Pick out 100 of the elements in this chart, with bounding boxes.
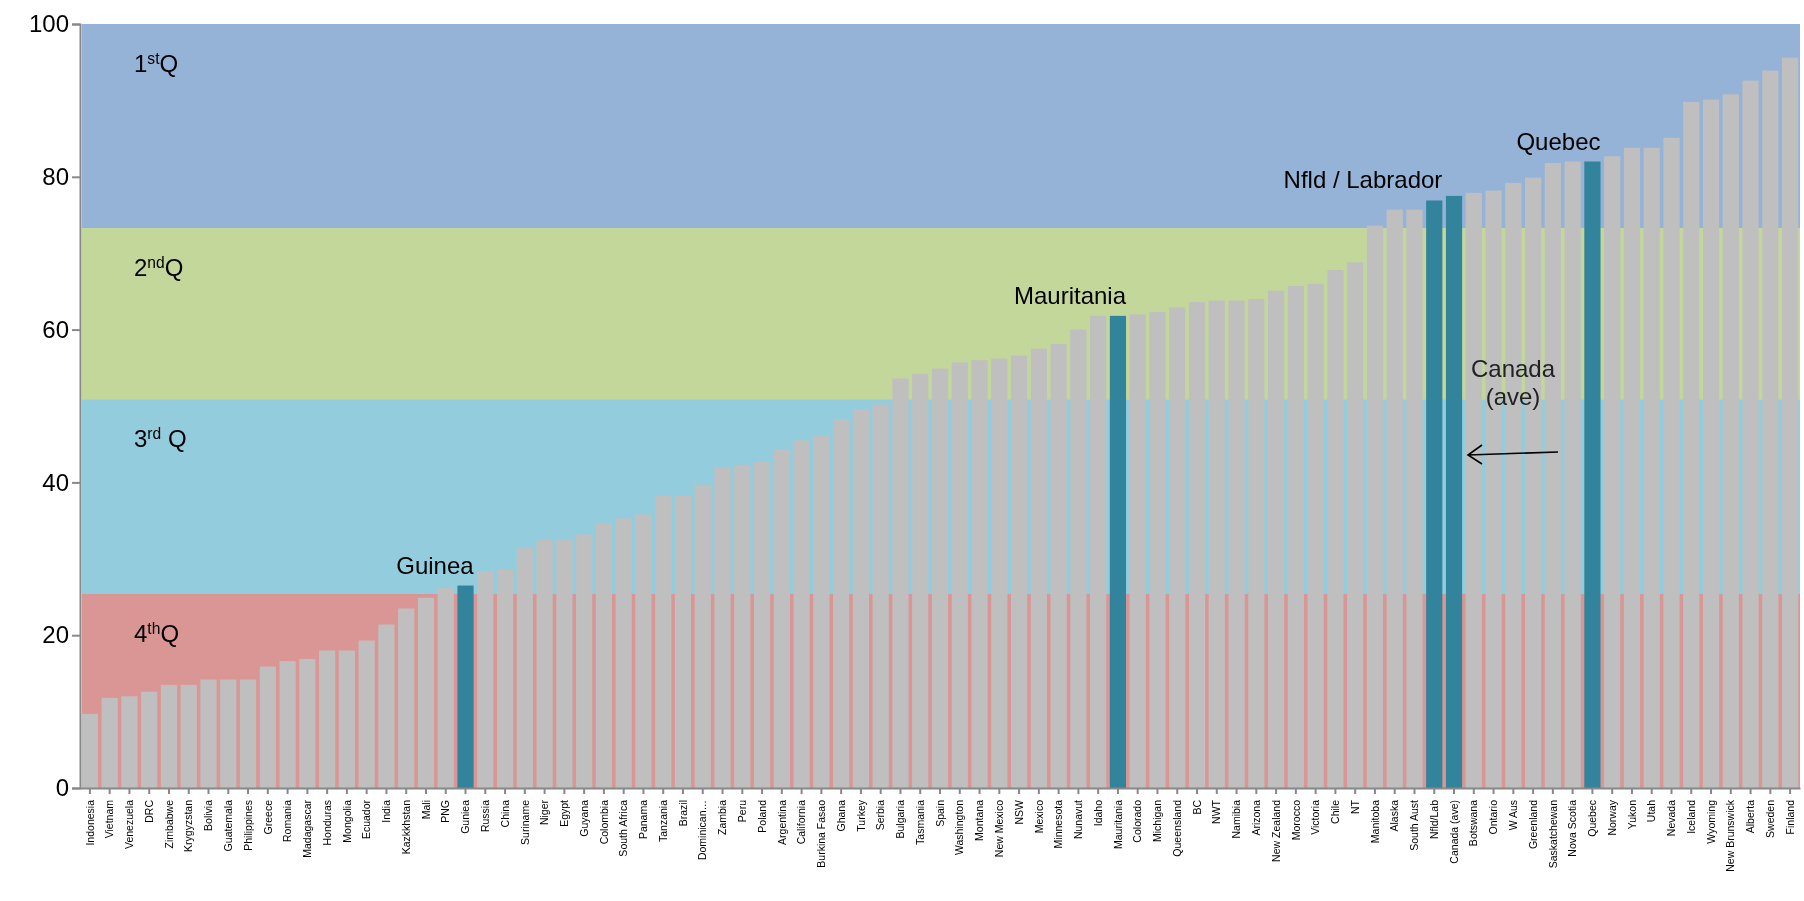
x-tick-label: Michigan	[1151, 799, 1164, 843]
x-tick-label: Queensland	[1170, 799, 1183, 857]
x-tick-label: Iceland	[1684, 799, 1697, 834]
x-tick-label: China	[498, 799, 511, 828]
x-tick-label: Greece	[261, 799, 274, 835]
annotation: Quebec	[1516, 127, 1601, 155]
x-tick-label: Victoria	[1309, 799, 1322, 835]
x-tick-label: Tasmania	[913, 799, 926, 845]
x-tick-label: Mongolia	[340, 799, 353, 843]
x-tick-label: New Zealand	[1269, 799, 1282, 862]
band-label: 4$^{th}$Q	[134, 619, 180, 647]
x-tick-label: Namibia	[1230, 799, 1243, 839]
x-tick-label: Bulgaria	[894, 799, 907, 839]
x-tick-label: NWT	[1210, 799, 1223, 824]
x-tick-label: Arizona	[1250, 799, 1262, 836]
x-tick-label: Washington	[953, 799, 966, 856]
x-tick-label: Spain	[933, 799, 946, 827]
y-tick-label: 80	[42, 162, 69, 190]
x-tick-label: Alberta	[1744, 799, 1757, 834]
x-tick-label: Venezuela	[123, 799, 136, 850]
x-tick-label: Philippines	[241, 800, 254, 851]
x-tick-label: Finland	[1783, 799, 1796, 835]
x-tick-label: W Aus	[1507, 800, 1520, 831]
x-tick-label: Ontario	[1487, 799, 1500, 835]
x-tick-label: Serbia	[874, 799, 887, 831]
x-tick-label: Argentina	[775, 799, 788, 845]
x-tick-label: Canada (ave)	[1447, 800, 1460, 864]
x-tick-label: Guyana	[577, 799, 590, 837]
x-tick-label: Guniea	[459, 799, 472, 834]
x-tick-label: Idaho	[1091, 799, 1104, 827]
x-tick-label: Indonesia	[83, 799, 96, 846]
x-tick-label: Kazkkhstan	[399, 799, 412, 855]
x-tick-label: Mali	[419, 800, 432, 820]
x-tick-label: Romania	[281, 799, 294, 843]
x-tick-label: Norway	[1605, 799, 1618, 836]
x-tick-label: PNG	[439, 800, 452, 823]
x-tick-label: Ecuador	[360, 799, 373, 840]
y-tick-label: 0	[55, 774, 69, 802]
x-tick-label: Alaska	[1388, 799, 1401, 832]
x-tick-label: Greenland	[1526, 799, 1539, 850]
x-tick-label: Dominican…	[696, 800, 709, 861]
x-tick-label: Vietnam	[103, 799, 116, 839]
x-tick-label: South Aust	[1408, 799, 1421, 851]
x-tick-label: Colombia	[597, 799, 610, 845]
x-tick-label: Tanzania	[656, 799, 669, 843]
x-tick-label: Panama	[637, 799, 650, 840]
x-tick-label: NSW	[1012, 799, 1025, 825]
x-tick-label: Madagascar	[301, 799, 314, 858]
x-tick-label: Poland	[755, 799, 768, 833]
x-tick-label: Turkey	[854, 799, 867, 832]
band-label: 2$^{nd}$Q	[134, 253, 184, 281]
x-tick-label: Chile	[1329, 799, 1342, 824]
x-tick-label: Egypt	[558, 799, 571, 827]
x-tick-label: Guatemala	[221, 799, 234, 852]
x-tick-label: Botswana	[1467, 799, 1480, 847]
x-tick-label: Colorado	[1131, 799, 1144, 843]
x-tick-label: Sweden	[1764, 799, 1777, 838]
x-tick-label: Brazil	[676, 800, 689, 827]
x-tick-label: South Africa	[617, 799, 630, 857]
x-tick-label: Morocco	[1289, 799, 1302, 841]
x-tick-label: Minnesota	[1052, 799, 1065, 849]
x-tick-label: Quebec	[1586, 800, 1599, 837]
x-tick-label: Mexico	[1032, 799, 1045, 834]
x-tick-label: New Brunswick	[1724, 799, 1737, 872]
y-tick-label: 100	[28, 10, 69, 38]
y-tick-label: 20	[42, 621, 69, 649]
y-tick-label: 40	[42, 468, 69, 496]
x-tick-label: Honduras	[320, 800, 333, 846]
x-tick-label: Russia	[478, 799, 491, 833]
annotation: Canada (ave)	[1470, 355, 1556, 410]
x-tick-label: New Mexico	[992, 799, 1005, 858]
x-tick-label: Zambia	[716, 799, 729, 836]
x-tick-label: Nova Scotia	[1566, 799, 1579, 857]
x-tick-label: India	[380, 799, 393, 823]
x-tick-label: Peru	[735, 799, 748, 823]
annotation: Mauritania	[1013, 281, 1127, 309]
x-tick-label: Montana	[973, 799, 986, 841]
y-tick-label: 60	[42, 315, 69, 343]
x-tick-label: Nunavut	[1072, 799, 1085, 840]
x-tick-label: DRC	[142, 799, 155, 823]
annotation: Guinea	[396, 551, 475, 579]
x-tick-label: Ghana	[834, 799, 847, 832]
x-tick-label: Nevada	[1665, 799, 1678, 837]
x-tick-label: Mauritania	[1111, 799, 1124, 850]
x-tick-label: Manitoba	[1368, 799, 1381, 844]
band-label: 3$^{rd}$ Q	[134, 424, 187, 453]
x-tick-label: NT	[1348, 799, 1361, 814]
x-tick-label: Nfld/Lab	[1427, 799, 1440, 840]
x-tick-label: Bolivia	[202, 799, 215, 831]
x-tick-label: Yukon	[1625, 799, 1638, 830]
annotation: Nfld / Labrador	[1283, 166, 1443, 194]
x-tick-label: Burkina Fasao	[815, 799, 828, 868]
x-tick-label: BC	[1190, 799, 1203, 815]
x-tick-label: Niger	[538, 799, 551, 826]
x-tick-label: California	[795, 799, 808, 845]
x-tick-label: Zimbabwe	[162, 799, 175, 849]
x-tick-label: Suriname	[518, 799, 531, 845]
x-tick-label: Saskatchewan	[1546, 799, 1559, 869]
band-label: 1$^{st}$Q	[134, 49, 179, 77]
x-tick-label: Krygyzstan	[182, 799, 195, 852]
